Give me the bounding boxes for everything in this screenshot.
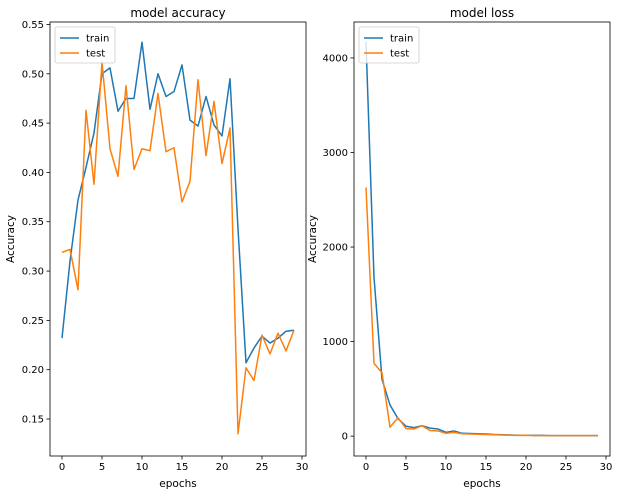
legend-label-test: test	[86, 49, 105, 60]
y-tick-label: 0.15	[22, 415, 44, 426]
y-tick-label: 0.55	[22, 20, 44, 31]
legend-label-train: train	[390, 34, 413, 45]
x-tick-label: 15	[176, 462, 189, 473]
x-tick-label: 20	[216, 462, 229, 473]
legend-label-train: train	[86, 34, 109, 45]
y-axis-label: Accuracy	[5, 215, 17, 263]
y-tick-label: 0.45	[22, 119, 44, 130]
y-tick-label: 0.50	[22, 69, 44, 80]
y-tick-label: 2000	[323, 243, 348, 254]
x-tick-label: 25	[560, 462, 573, 473]
series-line-test	[365, 187, 598, 437]
y-tick-label: 3000	[323, 148, 348, 159]
y-tick-label: 0.40	[22, 168, 44, 179]
legend-box	[54, 26, 116, 64]
x-tick-label: 5	[403, 462, 409, 473]
x-tick-label: 20	[520, 462, 533, 473]
y-tick-label: 0.25	[22, 316, 44, 327]
x-tick-label: 10	[440, 462, 453, 473]
subplot-1: model accuracy 0 5 10 15 20 25 30 0.15 0.20 0.25 0.…	[5, 6, 308, 490]
x-tick-label: 0	[363, 462, 369, 473]
series-line-test	[61, 61, 295, 435]
y-tick-label: 4000	[323, 53, 348, 64]
legend-label-test: test	[390, 49, 409, 60]
plot-frame	[49, 21, 307, 457]
legend: train test	[358, 26, 420, 64]
x-tick-label: 10	[136, 462, 149, 473]
y-tick-label: 1000	[323, 337, 348, 348]
chart-title: model loss	[450, 6, 514, 20]
y-tick-label: 0.20	[22, 365, 44, 376]
x-tick-label: 30	[296, 462, 309, 473]
chart-title: model accuracy	[130, 6, 225, 20]
y-tick-label: 0.35	[22, 217, 44, 228]
x-tick-label: 15	[480, 462, 493, 473]
y-axis-label: Accuracy	[307, 215, 319, 263]
x-tick-label: 30	[600, 462, 613, 473]
x-tick-label: 5	[99, 462, 105, 473]
plot-frame	[353, 21, 611, 457]
x-axis-label: epochs	[463, 478, 500, 490]
y-tick-label: 0.30	[22, 267, 44, 278]
x-tick-label: 25	[256, 462, 269, 473]
x-tick-label: 0	[59, 462, 65, 473]
x-axis-label: epochs	[159, 478, 196, 490]
y-tick-label: 0	[342, 432, 348, 443]
subplot-2: model loss 0 5 10 15 20 25 30 0 1000 2000 3000 4000 e…	[307, 6, 612, 490]
legend: train test	[54, 26, 116, 64]
legend-box	[358, 26, 420, 64]
